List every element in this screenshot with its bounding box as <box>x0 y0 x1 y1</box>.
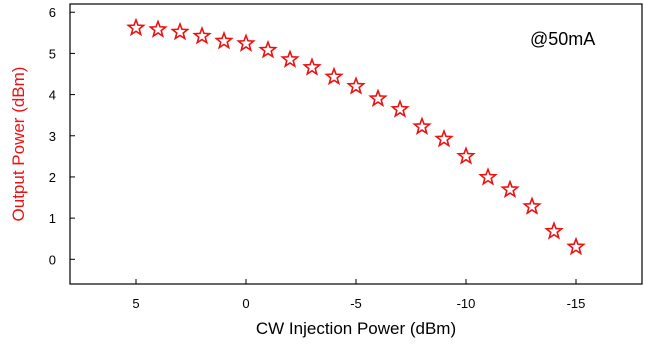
data-point-star <box>522 196 542 215</box>
data-point-star <box>126 17 146 37</box>
y-tick-label: 2 <box>49 170 56 185</box>
x-tick-label: -10 <box>457 296 476 311</box>
y-tick-label: 6 <box>49 5 56 20</box>
data-point-star <box>192 25 212 45</box>
data-point-star <box>236 33 256 52</box>
data-point-star <box>478 167 498 186</box>
data-point-star <box>214 30 234 50</box>
data-point-star <box>280 49 300 68</box>
x-tick-label: 5 <box>132 296 139 311</box>
data-series <box>126 17 586 256</box>
x-tick-label: -15 <box>567 296 586 311</box>
data-point-star <box>456 146 476 165</box>
data-point-star <box>566 236 586 256</box>
x-axis-title: CW Injection Power (dBm) <box>256 319 456 338</box>
data-point-star <box>302 57 322 76</box>
y-tick-label: 5 <box>49 46 56 61</box>
data-point-star <box>544 221 564 240</box>
y-tick-label: 3 <box>49 129 56 144</box>
data-point-star <box>500 179 520 198</box>
x-tick-label: -5 <box>350 296 362 311</box>
y-tick-label: 0 <box>49 252 56 267</box>
y-axis-title: Output Power (dBm) <box>9 67 28 222</box>
data-point-star <box>148 19 168 38</box>
data-point-star <box>368 88 388 107</box>
data-point-star <box>324 66 344 86</box>
data-point-star <box>170 21 190 41</box>
y-tick-label: 1 <box>49 211 56 226</box>
data-point-star <box>412 116 432 135</box>
x-axis: 5 0 -5 -10 -15 <box>132 279 585 311</box>
y-axis: 0 1 2 3 4 5 6 <box>49 5 75 267</box>
data-point-star <box>346 76 366 95</box>
data-point-star <box>258 39 278 59</box>
x-tick-label: 0 <box>242 296 249 311</box>
data-point-star <box>434 128 454 148</box>
data-point-star <box>390 99 410 118</box>
y-tick-label: 4 <box>49 88 56 103</box>
chart-annotation: @50mA <box>530 29 595 49</box>
